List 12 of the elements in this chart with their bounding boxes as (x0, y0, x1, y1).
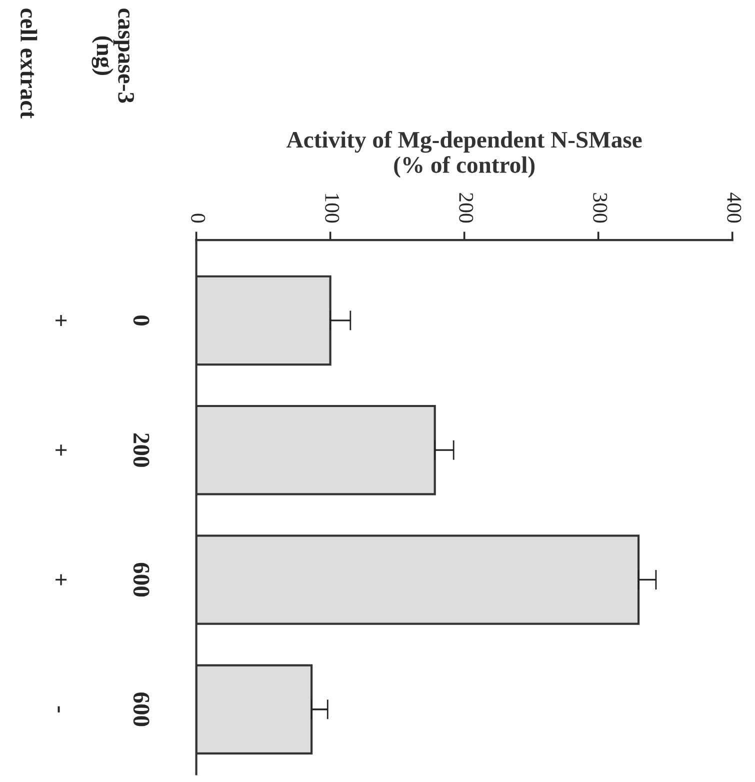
text: cell extract (20, 8, 38, 118)
x-axis-title: Activity of Mg-dependent N-SMase (% of control) (286, 130, 642, 178)
text: caspase-3 (ng) (92, 8, 134, 103)
x-tick-label: 100 (325, 194, 340, 223)
category-label: 200 + (56, 433, 150, 467)
category-label: 0 + (56, 314, 150, 326)
category-label: 600 - (58, 692, 150, 726)
x-tick-label: 300 (593, 193, 608, 223)
x-tick-label: 400 (727, 192, 742, 223)
x-tick-label: 200 (459, 193, 474, 223)
category-label: 600 + (56, 562, 150, 597)
x-tick-label: 0 (191, 214, 206, 223)
